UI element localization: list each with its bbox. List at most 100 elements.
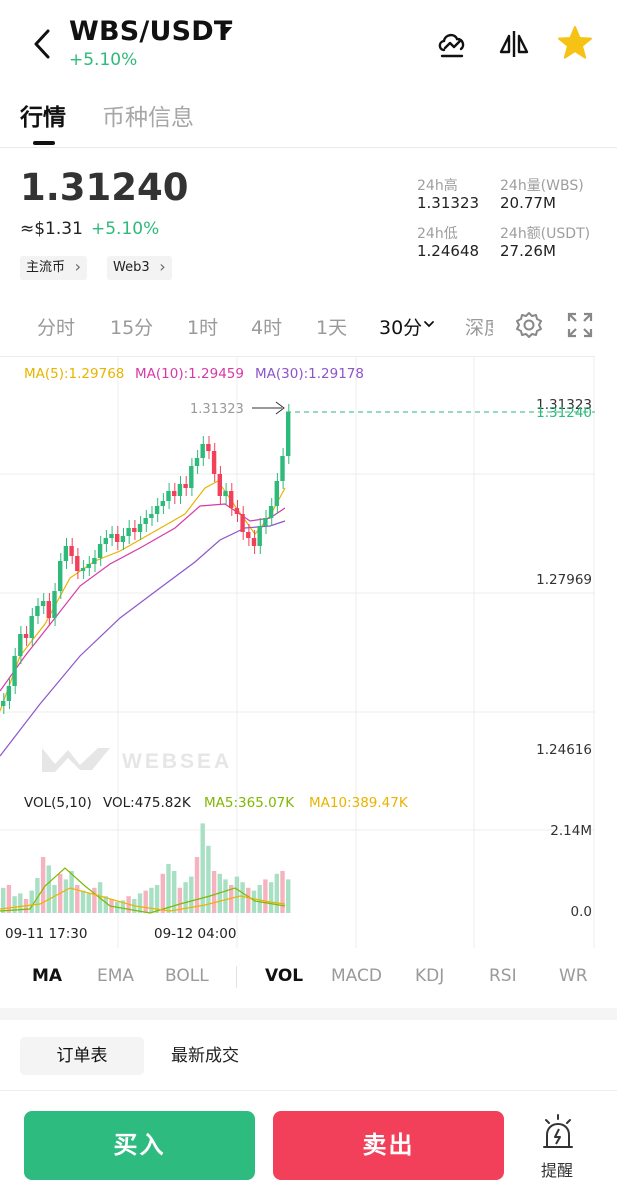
vol-ma5-label: MA5:365.07K — [204, 795, 295, 811]
timeframe-30m[interactable]: 30分 — [379, 317, 423, 339]
candle-body — [143, 518, 148, 524]
alert-bell-icon[interactable] — [540, 1113, 576, 1151]
candle-body — [23, 634, 29, 638]
volume-bar — [263, 879, 268, 913]
volume-bar — [194, 857, 200, 913]
stat-24h-volume-value: 20.77M — [500, 194, 556, 212]
indicator-wr[interactable]: WR — [559, 966, 588, 986]
candle-body — [103, 538, 108, 544]
volume-bar — [137, 893, 143, 913]
tab-market[interactable]: 行情 — [20, 105, 66, 131]
candle-body — [223, 491, 228, 496]
indicator-ma[interactable]: MA — [32, 966, 63, 986]
candle-body — [206, 444, 211, 451]
compare-icon[interactable] — [498, 28, 530, 60]
stat-24h-low-value: 1.24648 — [417, 242, 480, 260]
indicator-rsi[interactable]: RSI — [489, 966, 517, 986]
candle-body — [154, 506, 160, 514]
candle-body — [177, 484, 183, 496]
volume-bar — [257, 885, 262, 913]
volume-bar — [172, 871, 177, 913]
volume-bar — [80, 890, 86, 913]
indicator-ema[interactable]: EMA — [97, 966, 135, 986]
tab-latest-trades[interactable]: 最新成交 — [171, 1046, 239, 1066]
candle-body — [1, 701, 6, 706]
timeframe-15m[interactable]: 15分 — [110, 317, 154, 339]
price-change: +5.10% — [91, 219, 160, 239]
fullscreen-icon[interactable] — [567, 312, 593, 338]
volume-bar — [35, 878, 40, 913]
volume-bar — [223, 879, 228, 913]
last-price: 1.31240 — [20, 166, 189, 209]
candle-body — [280, 456, 285, 481]
x-axis-label-2: 09-12 04:00 — [154, 926, 236, 942]
volume-bar — [52, 885, 57, 913]
sell-button[interactable]: 卖出 — [273, 1111, 504, 1180]
candle-body — [132, 528, 137, 532]
candle-body — [80, 568, 86, 571]
tag-mainstream[interactable]: 主流币 — [20, 255, 88, 280]
candle-body — [97, 544, 103, 558]
watermark-text: WEBSEA — [122, 750, 232, 773]
timeframe-1h[interactable]: 1时 — [187, 317, 219, 339]
candlestick-chart[interactable]: WEBSEA MA(5):1.29768 MA(10):1.29459 MA(3… — [0, 356, 617, 948]
vol-y-label-zero: 0.0 — [571, 904, 592, 920]
candle-body — [229, 491, 234, 508]
timeframe-line[interactable]: 分时 — [37, 317, 76, 339]
candle-body — [211, 451, 217, 474]
volume-bar — [200, 823, 205, 913]
volume-bar — [29, 890, 34, 913]
volume-bar — [189, 876, 194, 913]
switch-chart-icon[interactable] — [436, 28, 468, 60]
y-axis-label-top: 1.31323 — [536, 397, 592, 413]
stat-24h-volume-label: 24h量(WBS) — [500, 178, 584, 194]
high-marker-label: 1.31323 — [190, 402, 244, 417]
ma10-line — [0, 503, 286, 692]
volume-bar — [177, 887, 183, 913]
x-axis-label-1: 09-11 17:30 — [5, 926, 87, 942]
candle-body — [115, 534, 120, 542]
indicator-vol[interactable]: VOL — [265, 966, 304, 986]
candle-body — [63, 546, 69, 561]
chevron-down-icon[interactable] — [220, 27, 232, 34]
candle-body — [109, 534, 114, 538]
tab-coin-info[interactable]: 币种信息 — [102, 105, 194, 131]
timeframe-1d[interactable]: 1天 — [316, 317, 348, 339]
tag-web3[interactable]: Web3 — [107, 255, 172, 280]
pair-title[interactable]: WBS/USDT — [69, 16, 233, 47]
chevron-down-icon[interactable] — [423, 319, 435, 329]
indicator-boll[interactable]: BOLL — [165, 966, 209, 986]
ma10-label: MA(10):1.29459 — [135, 366, 244, 382]
candle-body — [160, 501, 165, 506]
favorite-star-icon[interactable] — [557, 26, 593, 60]
vol-y-label-top: 2.14M — [550, 823, 592, 839]
settings-gear-icon[interactable] — [515, 311, 543, 339]
candle-body — [263, 518, 268, 526]
buy-button[interactable]: 买入 — [24, 1111, 255, 1180]
candle-body — [166, 491, 171, 501]
candle-body — [29, 616, 34, 638]
volume-bar — [120, 900, 126, 913]
candle-body — [120, 536, 126, 542]
candle-body — [18, 634, 23, 656]
tab-order-book[interactable]: 订单表 — [20, 1037, 144, 1075]
candle-body — [52, 591, 57, 618]
indicator-kdj[interactable]: KDJ — [415, 966, 445, 986]
candle-body — [69, 546, 74, 556]
volume-bar — [63, 879, 69, 913]
volume-bar — [92, 887, 97, 913]
volume-bar — [1, 887, 6, 913]
indicator-divider — [236, 966, 237, 988]
indicator-macd[interactable]: MACD — [331, 966, 382, 986]
candle-body — [257, 526, 262, 546]
candle-body — [6, 686, 12, 701]
timeframe-depth[interactable]: 深度 — [465, 317, 493, 339]
timeframe-4h[interactable]: 4时 — [251, 317, 283, 339]
volume-bar — [40, 857, 46, 913]
volume-bar — [6, 885, 12, 913]
volume-bar — [46, 865, 51, 913]
vol-ma10-label: MA10:389.47K — [309, 795, 409, 811]
back-icon[interactable] — [30, 28, 54, 60]
alert-label[interactable]: 提醒 — [541, 1161, 574, 1180]
volume-bar — [246, 887, 251, 913]
